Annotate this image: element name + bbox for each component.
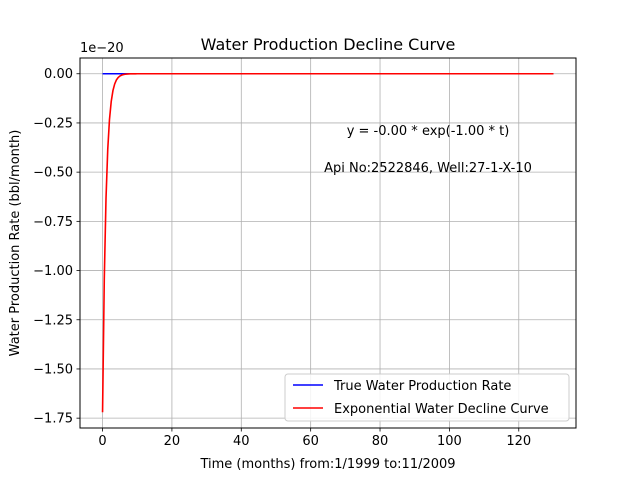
x-tick-label: 60 bbox=[302, 434, 319, 449]
legend: True Water Production Rate Exponential W… bbox=[284, 373, 570, 422]
plot-frame bbox=[79, 57, 577, 429]
y-tick-label: −1.00 bbox=[33, 264, 73, 279]
equation-annotation: y = -0.00 * exp(-1.00 * t) bbox=[347, 124, 510, 139]
x-tick-label: 120 bbox=[506, 434, 531, 449]
x-tick-label: 80 bbox=[372, 434, 389, 449]
y-tick-label: −1.25 bbox=[33, 313, 73, 328]
well-annotation: Api No:2522846, Well:27-1-X-10 bbox=[324, 161, 532, 176]
y-tick-label: −0.25 bbox=[33, 116, 73, 131]
legend-label-exponential: Exponential Water Decline Curve bbox=[334, 402, 549, 417]
ticks: 0 20 40 60 80 100 120 0.00 −0.25 −0.50 −0.75 −1.00 −… bbox=[33, 67, 531, 449]
legend-label-true-rate: True Water Production Rate bbox=[333, 379, 511, 394]
y-tick-label: −0.75 bbox=[33, 215, 73, 230]
y-offset-label: 1e−20 bbox=[80, 41, 124, 56]
y-axis-label: Water Production Rate (bbl/month) bbox=[8, 130, 23, 357]
y-tick-label: −0.50 bbox=[33, 166, 73, 181]
series-layer bbox=[101, 72, 554, 413]
x-tick-label: 0 bbox=[98, 434, 106, 449]
legend-box bbox=[284, 373, 570, 422]
y-tick-label: −1.50 bbox=[33, 362, 73, 377]
x-tick-label: 20 bbox=[164, 434, 181, 449]
y-tick-label: −1.75 bbox=[33, 412, 73, 427]
chart-title: Water Production Decline Curve bbox=[201, 35, 456, 54]
series-exponential-water-decline-curve bbox=[101, 72, 554, 413]
x-axis-label: Time (months) from:1/1999 to:11/2009 bbox=[199, 457, 455, 472]
y-tick-label: 0.00 bbox=[44, 67, 73, 82]
x-tick-label: 40 bbox=[233, 434, 250, 449]
x-tick-label: 100 bbox=[437, 434, 462, 449]
